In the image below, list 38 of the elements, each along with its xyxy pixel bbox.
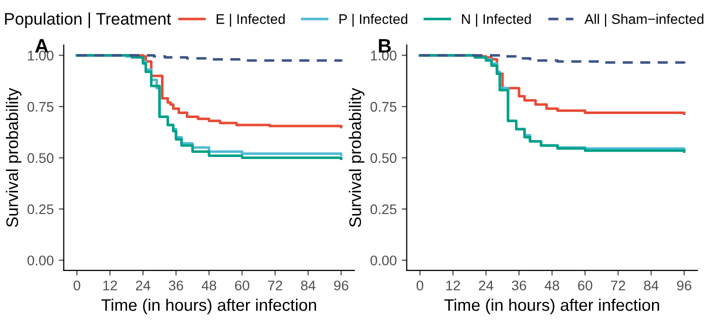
x-tick-label: 36 (168, 280, 184, 290)
x-tick-label: 36 (512, 280, 526, 290)
y-tick-label: 0.00 (370, 256, 396, 266)
x-tick-label: 12 (446, 280, 460, 290)
y-tick-label: 0.00 (28, 256, 54, 266)
x-tick-label: 0 (74, 280, 80, 290)
y-tick-label: 1.00 (28, 50, 54, 60)
y-tick-label: 0.75 (370, 102, 396, 112)
x-tick-label: 96 (677, 280, 692, 290)
x-tick-label: 24 (478, 280, 494, 290)
legend-label: P | Infected (340, 14, 408, 27)
legend-label: E | Infected (216, 14, 285, 27)
x-tick-label: 0 (416, 280, 424, 290)
y-axis-title: Survival probability (6, 88, 22, 227)
x-tick-label: 84 (644, 280, 658, 290)
chart-title: A (35, 39, 48, 53)
x-tick-label: 48 (202, 280, 216, 290)
x-tick-label: 60 (578, 280, 592, 290)
y-axis-title: Survival probability (348, 88, 364, 227)
x-tick-label: 96 (334, 280, 348, 290)
x-tick-label: 24 (136, 280, 150, 290)
x-tick-label: 72 (268, 280, 282, 290)
x-axis-title: Time (in hours) after infection (444, 298, 660, 314)
legend-label: N | Infected (462, 14, 531, 27)
y-tick-label: 0.75 (28, 102, 54, 112)
x-axis-title: Time (in hours) after infection (101, 298, 316, 314)
y-tick-label: 0.25 (28, 204, 54, 214)
x-tick-label: 12 (103, 280, 117, 290)
y-tick-label: 0.50 (370, 153, 396, 163)
x-tick-label: 84 (301, 280, 316, 290)
x-tick-label: 60 (235, 280, 250, 290)
chart-title: B (378, 39, 391, 53)
y-tick-label: 0.25 (370, 204, 396, 214)
x-tick-label: 72 (611, 280, 626, 290)
y-tick-label: 0.50 (28, 153, 54, 163)
x-tick-label: 48 (544, 280, 560, 290)
legend-title: Population | Treatment (5, 12, 172, 28)
legend-label: All | Sham−infected (584, 14, 704, 27)
